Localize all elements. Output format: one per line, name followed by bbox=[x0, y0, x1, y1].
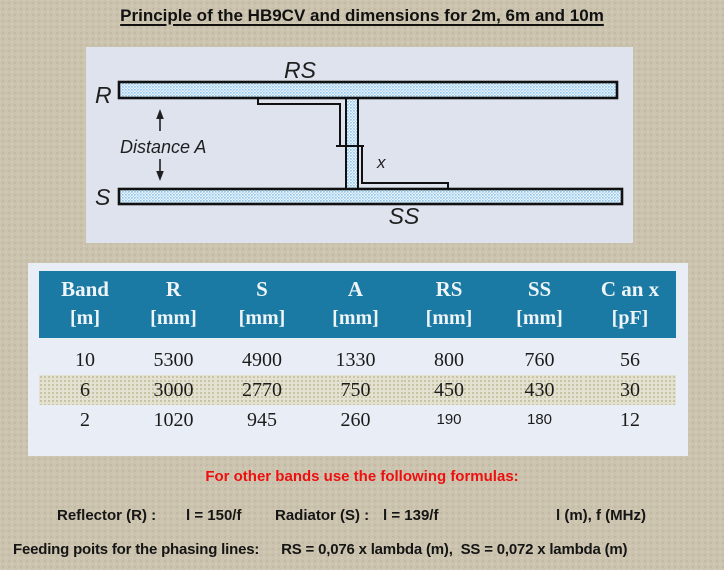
column-header-rs: RS [mm] bbox=[403, 271, 495, 338]
column-unit: [mm] bbox=[425, 307, 473, 329]
distance-arrow-up bbox=[156, 109, 164, 131]
table-cell: 190 bbox=[436, 411, 462, 428]
table-cell: 945 bbox=[247, 409, 277, 431]
column-unit: [mm] bbox=[150, 307, 197, 329]
table-cell: 2770 bbox=[216, 375, 308, 405]
table-cell: 1330 bbox=[335, 349, 376, 371]
table-cell: 2 bbox=[80, 409, 90, 431]
crossover-x-label: x bbox=[376, 153, 386, 172]
column-unit: [pF] bbox=[611, 307, 649, 329]
table-cell: 750 bbox=[308, 375, 403, 405]
table-cell: 10 bbox=[75, 349, 95, 371]
rs-feedpoint-label: RS bbox=[284, 57, 317, 83]
column-header-r: R [mm] bbox=[131, 271, 216, 338]
column-name: S bbox=[256, 277, 268, 301]
table-cell: 30 bbox=[584, 375, 676, 405]
phasing-line-right bbox=[361, 146, 449, 188]
table-cell: 260 bbox=[340, 409, 371, 431]
dimensions-table: Band [m] R [mm] S [mm] A [mm] RS [mm] SS… bbox=[39, 271, 676, 435]
other-bands-note: For other bands use the following formul… bbox=[205, 468, 519, 485]
reflector-element bbox=[117, 80, 619, 100]
formula-units-note: l (m), f (MHz) bbox=[556, 507, 646, 524]
reflector-label: R bbox=[95, 82, 112, 108]
hb9cv-diagram: RS R Distance A x S SS bbox=[95, 57, 624, 229]
column-name: Band bbox=[61, 277, 109, 301]
dimensions-table-panel: Band [m] R [mm] S [mm] A [mm] RS [mm] SS… bbox=[28, 263, 688, 456]
distance-arrow-down bbox=[156, 159, 164, 181]
column-name: C an x bbox=[600, 277, 660, 301]
table-cell: 450 bbox=[403, 375, 495, 405]
column-unit: [mm] bbox=[332, 307, 379, 329]
distance-a-label: Distance A bbox=[120, 137, 206, 157]
table-cell: 3000 bbox=[131, 375, 216, 405]
column-unit: [mm] bbox=[516, 307, 563, 329]
radiator-formula: l = 139/f bbox=[383, 507, 439, 524]
table-cell: 6 bbox=[39, 375, 131, 405]
column-header-band: Band [m] bbox=[39, 271, 131, 338]
page-title: Principle of the HB9CV and dimensions fo… bbox=[120, 6, 604, 25]
table-cell: 430 bbox=[495, 375, 584, 405]
radiator-element bbox=[117, 187, 624, 206]
feeding-points-formula: RS = 0,076 x lambda (m), SS = 0,072 x la… bbox=[281, 541, 628, 558]
column-unit: [mm] bbox=[238, 307, 286, 329]
column-name: SS bbox=[527, 277, 552, 301]
table-cell: 180 bbox=[526, 411, 553, 428]
table-cell: 5300 bbox=[153, 349, 194, 371]
radiator-label: S bbox=[95, 184, 111, 210]
feeding-points-label: Feeding poits for the phasing lines: bbox=[13, 541, 260, 558]
boom-mast bbox=[345, 82, 359, 204]
reflector-formula: l = 150/f bbox=[186, 507, 242, 524]
column-name: A bbox=[347, 277, 364, 301]
header-body-gap bbox=[39, 338, 676, 345]
table-cell: 760 bbox=[524, 349, 555, 371]
column-header-a: A [mm] bbox=[308, 271, 403, 338]
phasing-line-left bbox=[257, 98, 341, 146]
element-formulas-row: Reflector (R) : l = 150/f Radiator (S) :… bbox=[0, 507, 724, 525]
ss-feedpoint-label: SS bbox=[389, 203, 420, 229]
table-cell: 1020 bbox=[153, 409, 194, 431]
column-header-s: S [mm] bbox=[216, 271, 308, 338]
table-cell: 56 bbox=[620, 349, 640, 371]
column-header-c-an-x: C an x [pF] bbox=[584, 271, 676, 338]
feeding-points-row: Feeding poits for the phasing lines: RS … bbox=[13, 541, 724, 558]
table-cell: 4900 bbox=[242, 349, 282, 371]
column-name: RS bbox=[435, 277, 463, 301]
column-unit: [m] bbox=[70, 307, 100, 329]
column-name: R bbox=[165, 277, 182, 301]
hb9cv-diagram-panel: RS R Distance A x S SS bbox=[86, 47, 633, 243]
table-cell: 12 bbox=[620, 409, 640, 431]
radiator-formula-label: Radiator (S) : bbox=[275, 507, 370, 524]
column-header-ss: SS [mm] bbox=[495, 271, 584, 338]
reflector-formula-label: Reflector (R) : bbox=[57, 507, 157, 524]
table-cell: 800 bbox=[434, 349, 464, 371]
